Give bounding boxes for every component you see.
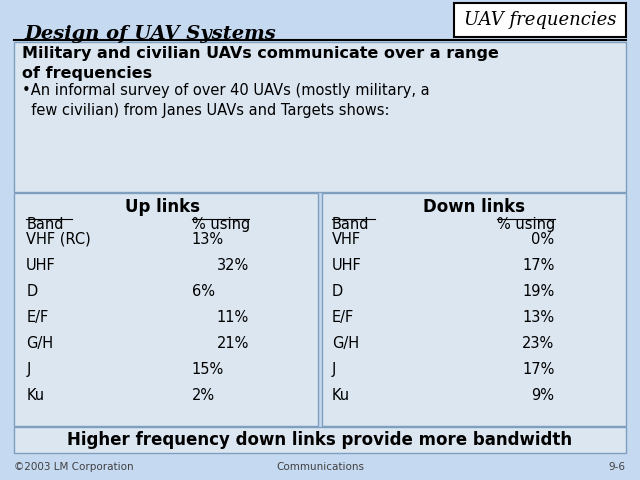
Text: E/F: E/F xyxy=(26,310,49,325)
Text: UHF: UHF xyxy=(332,258,362,273)
Text: G/H: G/H xyxy=(26,336,53,351)
Text: ©2003 LM Corporation: ©2003 LM Corporation xyxy=(15,462,134,472)
Text: 11%: 11% xyxy=(217,310,249,325)
Text: 6%: 6% xyxy=(192,284,215,299)
Text: VHF: VHF xyxy=(332,232,361,247)
Text: UHF: UHF xyxy=(26,258,56,273)
Text: 21%: 21% xyxy=(217,336,249,351)
Text: Band: Band xyxy=(332,217,369,232)
Text: 9-6: 9-6 xyxy=(609,462,625,472)
Text: E/F: E/F xyxy=(332,310,354,325)
Text: 15%: 15% xyxy=(192,362,224,377)
FancyBboxPatch shape xyxy=(15,193,318,426)
Text: J: J xyxy=(26,362,31,377)
Text: Ku: Ku xyxy=(26,388,44,403)
Text: G/H: G/H xyxy=(332,336,359,351)
Text: % using: % using xyxy=(497,217,556,232)
Text: 13%: 13% xyxy=(192,232,224,247)
Text: 19%: 19% xyxy=(522,284,555,299)
Text: Ku: Ku xyxy=(332,388,350,403)
FancyBboxPatch shape xyxy=(15,427,625,453)
Text: Higher frequency down links provide more bandwidth: Higher frequency down links provide more… xyxy=(67,431,573,449)
Text: 17%: 17% xyxy=(522,362,555,377)
Text: D: D xyxy=(332,284,343,299)
Text: Up links: Up links xyxy=(125,198,200,216)
Text: Design of UAV Systems: Design of UAV Systems xyxy=(24,25,276,43)
Text: •An informal survey of over 40 UAVs (mostly military, a
  few civilian) from Jan: •An informal survey of over 40 UAVs (mos… xyxy=(22,83,430,118)
Text: 0%: 0% xyxy=(531,232,555,247)
FancyBboxPatch shape xyxy=(15,42,625,192)
Text: Communications: Communications xyxy=(276,462,364,472)
Text: % using: % using xyxy=(192,217,250,232)
Text: 2%: 2% xyxy=(192,388,215,403)
Text: Military and civilian UAVs communicate over a range
of frequencies: Military and civilian UAVs communicate o… xyxy=(22,46,499,81)
FancyBboxPatch shape xyxy=(454,3,625,37)
Text: J: J xyxy=(332,362,336,377)
Text: VHF (RC): VHF (RC) xyxy=(26,232,91,247)
Text: Band: Band xyxy=(26,217,64,232)
Text: D: D xyxy=(26,284,38,299)
Text: 13%: 13% xyxy=(522,310,555,325)
Text: UAV frequencies: UAV frequencies xyxy=(463,11,616,29)
FancyBboxPatch shape xyxy=(322,193,625,426)
Text: 23%: 23% xyxy=(522,336,555,351)
Text: Down links: Down links xyxy=(423,198,525,216)
Text: 9%: 9% xyxy=(532,388,555,403)
Text: 32%: 32% xyxy=(217,258,249,273)
Text: 17%: 17% xyxy=(522,258,555,273)
